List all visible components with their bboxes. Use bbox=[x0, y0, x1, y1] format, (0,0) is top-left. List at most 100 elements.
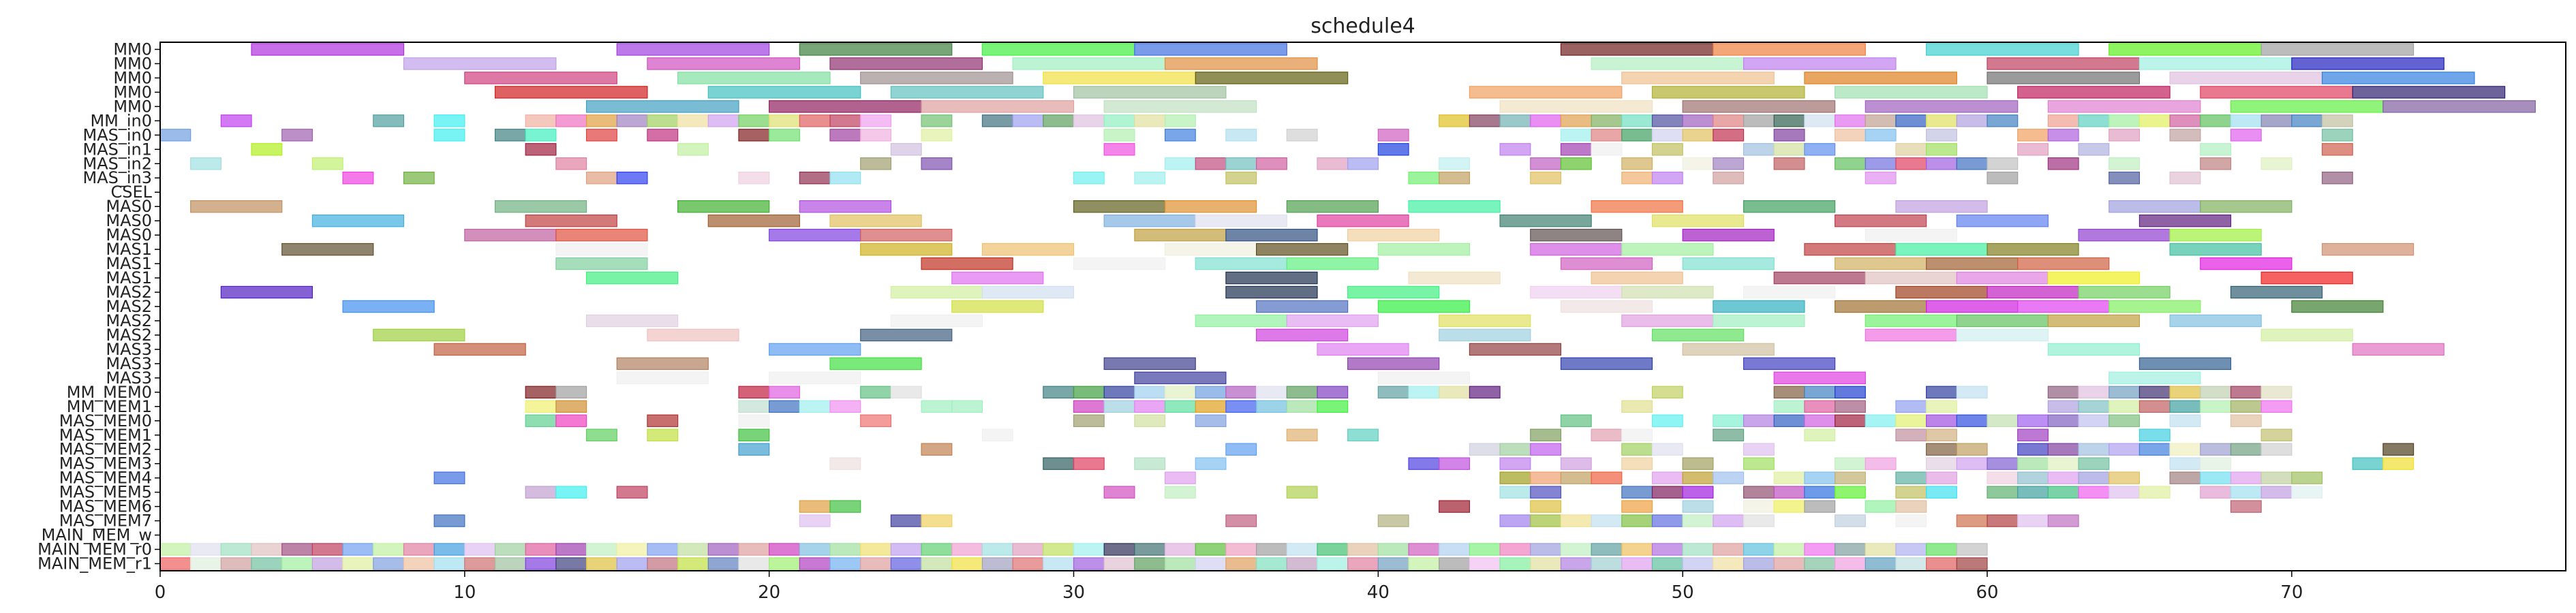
task-bar bbox=[1286, 257, 1379, 270]
task-bar bbox=[1560, 143, 1592, 156]
y-tick-label: MAS_MEM1 bbox=[59, 426, 152, 445]
task-bar bbox=[951, 543, 983, 556]
task-bar bbox=[1103, 129, 1135, 142]
task-bar bbox=[1926, 457, 1957, 470]
task-bar bbox=[2017, 428, 2049, 441]
task-bar bbox=[829, 500, 861, 513]
task-bar bbox=[2078, 486, 2110, 499]
task-bar bbox=[342, 557, 374, 570]
task-bar bbox=[1134, 400, 1166, 413]
task-bar bbox=[1956, 414, 1988, 427]
task-bar bbox=[769, 228, 861, 242]
task-bar bbox=[1256, 557, 1287, 570]
task-bar bbox=[2078, 285, 2171, 299]
task-bar bbox=[2230, 471, 2262, 484]
y-tick-label: MM_in0 bbox=[90, 111, 152, 130]
task-bar bbox=[2230, 114, 2262, 127]
task-bar bbox=[921, 100, 1075, 113]
task-bar bbox=[1591, 514, 1623, 527]
task-bar bbox=[1651, 129, 1683, 142]
x-tick-label: 20 bbox=[758, 582, 780, 603]
task-bar bbox=[1043, 114, 1075, 127]
task-bar bbox=[2109, 114, 2141, 127]
task-bar bbox=[1530, 486, 1562, 499]
task-bar bbox=[1621, 114, 1653, 127]
task-bar bbox=[1651, 386, 1683, 399]
y-tick-label: MAIN_MEM_w bbox=[42, 526, 152, 545]
task-bar bbox=[1256, 543, 1287, 556]
task-bar bbox=[2138, 386, 2171, 399]
task-bar bbox=[1591, 471, 1623, 484]
x-tick-label: 70 bbox=[2280, 582, 2303, 603]
task-bar bbox=[1256, 300, 1349, 313]
task-bar bbox=[585, 129, 617, 142]
task-bar bbox=[1591, 57, 1745, 70]
task-bar bbox=[1103, 486, 1135, 499]
task-bar bbox=[1926, 471, 1957, 484]
task-bar bbox=[2200, 257, 2293, 270]
task-bar bbox=[1865, 500, 1897, 513]
task-bar bbox=[647, 543, 679, 556]
task-bar bbox=[616, 172, 648, 185]
task-bar bbox=[403, 557, 435, 570]
task-bar bbox=[1956, 114, 1988, 127]
task-bar bbox=[1834, 557, 1866, 570]
x-tick-label: 30 bbox=[1062, 582, 1085, 603]
task-bar bbox=[769, 371, 861, 385]
task-bar bbox=[2109, 414, 2141, 427]
task-bar bbox=[1560, 257, 1653, 270]
task-bar bbox=[2109, 129, 2141, 142]
task-bar bbox=[2109, 43, 2262, 56]
task-bar bbox=[1560, 114, 1592, 127]
x-tick-label: 40 bbox=[1367, 582, 1390, 603]
task-bar bbox=[1651, 486, 1683, 499]
task-bar bbox=[1043, 72, 1196, 84]
task-bar bbox=[1560, 157, 1592, 170]
task-bar bbox=[1743, 114, 1775, 127]
task-bar bbox=[1926, 114, 1957, 127]
task-bar bbox=[1012, 557, 1044, 570]
task-bar bbox=[373, 557, 405, 570]
task-bar bbox=[1530, 242, 1623, 256]
task-bar bbox=[981, 428, 1013, 441]
task-bar bbox=[1713, 414, 1745, 427]
task-bar bbox=[2352, 343, 2444, 356]
y-tick-label: MAS_in2 bbox=[82, 154, 152, 173]
task-bar bbox=[1347, 543, 1379, 556]
task-bar bbox=[1773, 143, 1805, 156]
task-bar bbox=[1134, 172, 1166, 185]
task-bar bbox=[1682, 129, 1714, 142]
task-bar bbox=[921, 443, 953, 456]
task-bar bbox=[1713, 514, 1745, 527]
task-bar bbox=[860, 543, 892, 556]
task-bar bbox=[1469, 343, 1562, 356]
task-bar bbox=[2169, 314, 2262, 328]
task-bar bbox=[1530, 428, 1562, 441]
task-bar bbox=[1195, 414, 1227, 427]
task-bar bbox=[2109, 443, 2141, 456]
task-bar bbox=[860, 114, 892, 127]
task-bar bbox=[585, 172, 617, 185]
task-bar bbox=[1377, 300, 1470, 313]
task-bar bbox=[1743, 414, 1775, 427]
y-tick-label: MAS1 bbox=[106, 240, 152, 259]
task-bar bbox=[2230, 285, 2323, 299]
task-bar bbox=[1804, 72, 1957, 84]
task-bar bbox=[433, 543, 465, 556]
task-bar bbox=[2200, 143, 2232, 156]
task-bar bbox=[1621, 129, 1653, 142]
task-bar bbox=[2017, 514, 2049, 527]
task-bar bbox=[2047, 157, 2079, 170]
task-bar bbox=[2291, 114, 2323, 127]
task-bar bbox=[1499, 100, 1653, 113]
task-bar bbox=[1408, 557, 1440, 570]
task-bar bbox=[2169, 228, 2262, 242]
task-bar bbox=[1773, 486, 1805, 499]
task-bar bbox=[2321, 114, 2353, 127]
task-bar bbox=[1804, 242, 1897, 256]
task-bar bbox=[1499, 114, 1531, 127]
task-bar bbox=[2169, 129, 2201, 142]
task-bar bbox=[1439, 557, 1470, 570]
task-bar bbox=[1347, 557, 1379, 570]
task-bar bbox=[2017, 471, 2049, 484]
